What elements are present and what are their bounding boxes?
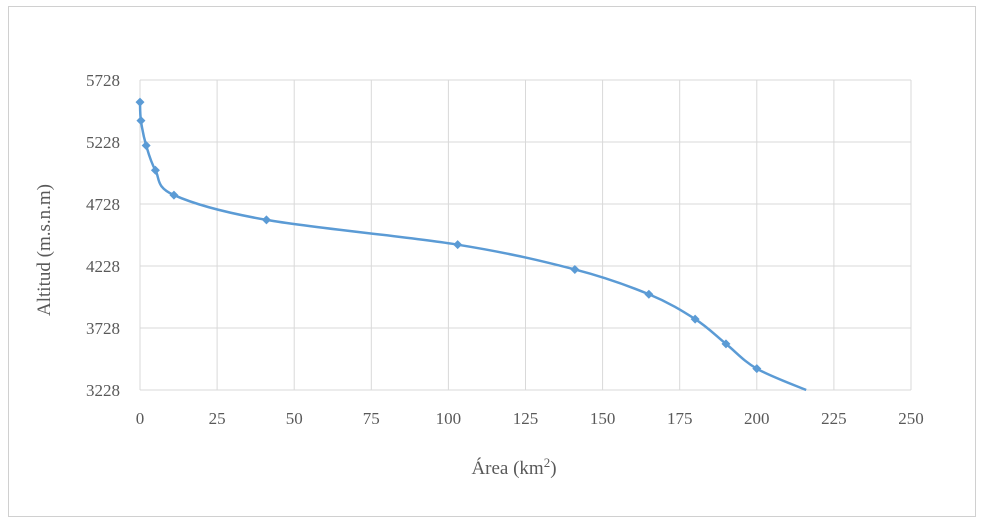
x-tick-label: 0 [136,409,145,428]
x-tick-label: 225 [821,409,847,428]
y-tick-label: 3728 [86,319,120,338]
x-tick-label: 250 [898,409,924,428]
x-tick-label: 100 [436,409,462,428]
data-point-marker [752,364,762,374]
x-axis-title-main: Área (km [471,457,543,479]
data-point-marker [690,314,700,324]
data-point-marker [261,215,271,225]
x-tick-label: 75 [363,409,380,428]
x-axis-title: Área (km2) [471,455,556,480]
series-markers [135,97,762,374]
x-tick-label: 150 [590,409,616,428]
data-point-marker [135,97,145,107]
data-point-marker [721,339,731,349]
x-tick-label: 175 [667,409,693,428]
chart-frame [8,6,976,517]
y-tick-label: 3228 [86,381,120,400]
data-point-marker [136,116,146,126]
data-point-marker [150,165,160,175]
series-line [138,102,807,392]
tick-labels: 0 25 50 75 100 125 150 175 200 225 250 3228 3728 4228… [86,71,924,428]
x-tick-label: 50 [286,409,303,428]
x-tick-label: 25 [209,409,226,428]
y-tick-label: 4228 [86,257,120,276]
y-tick-label: 5228 [86,133,120,152]
y-tick-label: 4728 [86,195,120,214]
data-point-marker [169,190,179,200]
x-tick-label: 200 [744,409,770,428]
data-point-marker [644,289,654,299]
data-point-marker [570,264,580,274]
data-point-marker [141,140,151,150]
grid-lines [139,79,912,391]
y-tick-label: 5728 [86,71,120,90]
data-point-marker [453,240,463,250]
x-tick-label: 125 [513,409,539,428]
y-axis-title: Altitud (m.s.n.m) [34,184,55,316]
x-axis-title-close: ) [550,458,556,479]
x-axis-title-superscript: 2 [544,455,551,470]
